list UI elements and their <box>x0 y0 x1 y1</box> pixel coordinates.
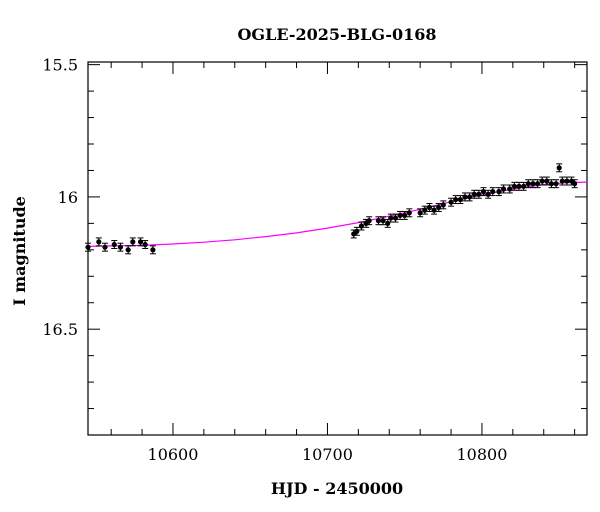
data-point <box>485 191 491 197</box>
data-point <box>553 181 559 187</box>
data-point <box>392 215 399 221</box>
data-point <box>380 218 386 224</box>
data-point <box>521 183 527 189</box>
data-point <box>142 241 148 248</box>
data-point <box>466 194 473 200</box>
data-point <box>490 189 496 195</box>
plot-frame <box>87 61 588 436</box>
data-point <box>559 178 565 184</box>
model-line <box>87 181 588 247</box>
data-point <box>354 228 360 234</box>
data-point <box>572 181 578 187</box>
data-point <box>85 244 91 250</box>
x-tick-label: 10600 <box>148 445 199 464</box>
x-tick-label: 10700 <box>302 445 353 464</box>
data-point <box>366 218 372 224</box>
y-axis-label: I magnitude <box>10 196 29 306</box>
data-point <box>548 181 555 187</box>
data-point <box>96 239 102 245</box>
data-point <box>453 196 459 203</box>
model-curve <box>87 181 588 247</box>
data-point <box>516 183 522 189</box>
data-point <box>397 212 403 219</box>
y-tick-label: 16 <box>58 188 78 207</box>
data-point <box>476 191 482 197</box>
x-tick-label: 10800 <box>456 445 507 464</box>
axis-ticks <box>88 62 587 436</box>
data-point <box>406 210 412 216</box>
data-point <box>507 186 513 192</box>
data-point <box>544 178 550 184</box>
axis-tick-labels: 10600 10700 10800 15.5 16 16.5 <box>42 56 507 464</box>
data-point <box>496 189 502 195</box>
data-point <box>102 244 108 250</box>
data-point <box>150 247 156 253</box>
y-tick-label: 16.5 <box>42 320 78 339</box>
data-point <box>440 202 446 208</box>
data-point <box>436 204 442 211</box>
data-point <box>417 210 423 216</box>
y-tick-label: 15.5 <box>42 56 78 75</box>
data-point <box>448 199 454 205</box>
data-point <box>462 194 468 200</box>
data-point <box>426 204 433 211</box>
data-point <box>402 212 408 219</box>
data-point <box>471 191 477 197</box>
data-point <box>480 189 487 195</box>
data-point <box>539 178 545 184</box>
data-point <box>111 241 117 248</box>
data-point <box>117 244 124 250</box>
data-point <box>500 186 507 192</box>
data-points <box>85 163 578 255</box>
data-point <box>137 239 144 245</box>
data-point <box>358 223 365 229</box>
data-point <box>525 181 531 187</box>
data-point <box>511 183 517 189</box>
chart-title: OGLE-2025-BLG-0168 <box>237 25 436 44</box>
data-point <box>422 207 428 213</box>
data-point <box>457 196 463 203</box>
data-point <box>125 247 131 253</box>
data-point <box>564 178 570 184</box>
data-point <box>130 239 136 245</box>
data-point <box>534 181 541 187</box>
data-point <box>556 165 562 171</box>
x-axis-label: HJD - 2450000 <box>271 479 403 498</box>
data-point <box>530 181 536 187</box>
data-point <box>375 218 382 224</box>
data-point <box>431 207 437 213</box>
data-point <box>388 215 394 221</box>
